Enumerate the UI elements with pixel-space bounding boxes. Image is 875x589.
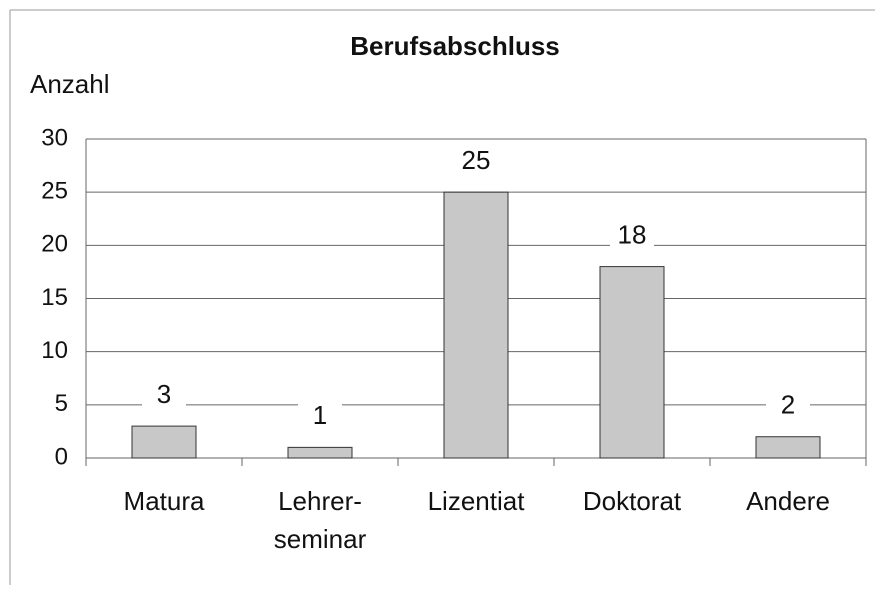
y-tick-label: 20 (41, 231, 68, 258)
value-label: 2 (781, 390, 795, 420)
x-tick-label: Andere (746, 486, 830, 516)
y-tick-label: 0 (55, 443, 68, 470)
x-tick-label: Lizentiat (428, 486, 526, 516)
x-tick-label: Matura (124, 486, 205, 516)
bar (755, 436, 821, 459)
y-tick-label: 30 (41, 124, 68, 151)
bar (287, 446, 353, 459)
y-tick-label: 10 (41, 337, 68, 364)
value-label-bg (610, 220, 654, 253)
y-tick-label: 15 (41, 284, 68, 311)
value-label-bg (454, 146, 498, 179)
value-label: 25 (462, 145, 491, 175)
x-tick-label: Lehrer-seminar (274, 486, 367, 554)
bar (443, 191, 509, 459)
chart-title: Berufsabschluss (350, 31, 560, 61)
bar (131, 425, 197, 459)
y-tick-label: 25 (41, 178, 68, 205)
value-label: 1 (313, 400, 327, 430)
bar (599, 266, 665, 459)
value-label-bg (142, 380, 186, 413)
value-label: 18 (618, 219, 647, 249)
value-label-bg (298, 401, 342, 434)
value-label-bg (766, 390, 810, 423)
y-tick-label: 5 (55, 390, 68, 417)
y-axis-label: Anzahl (30, 69, 110, 99)
x-tick-label: Doktorat (583, 486, 682, 516)
value-label: 3 (157, 379, 171, 409)
